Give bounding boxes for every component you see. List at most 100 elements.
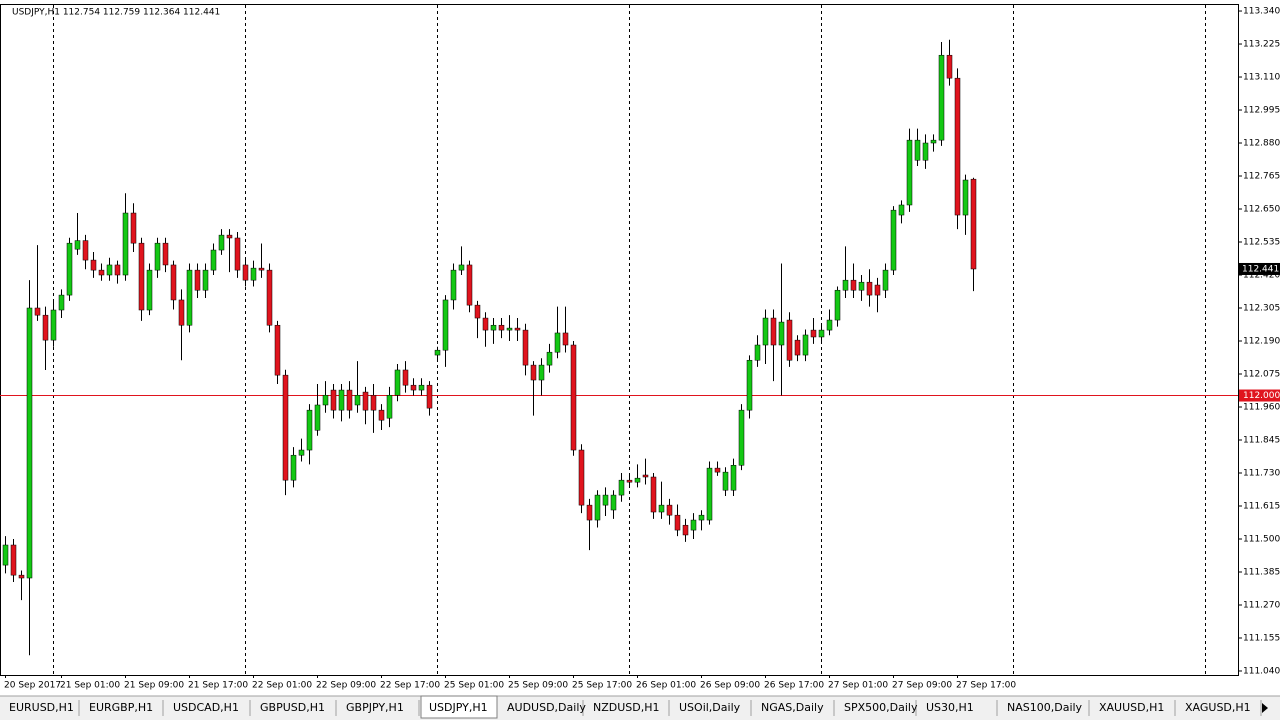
candle-body-up [306, 409, 313, 451]
candle-body-up [218, 234, 225, 251]
candle-body-down [138, 242, 145, 311]
candle-body-up [50, 309, 57, 341]
candle-body-down [42, 314, 49, 341]
y-tick-label: 111.845 [1243, 435, 1280, 445]
x-tick-label: 21 Sep 01:00 [60, 681, 120, 691]
candle-body-down [362, 391, 369, 411]
y-tick-label: 113.110 [1243, 73, 1280, 83]
candle-body-down [674, 514, 681, 531]
candle-body-up [418, 384, 425, 391]
candle-body-up [314, 404, 321, 431]
candle-body-down [18, 574, 25, 579]
candle-body-down [666, 504, 673, 516]
tab-label[interactable]: AUDUSD,Daily [507, 701, 586, 714]
candle-body-down [346, 389, 353, 411]
tab-label[interactable]: GBPUSD,H1 [260, 701, 325, 714]
candle-body-down [402, 369, 409, 386]
tab-label[interactable]: NAS100,Daily [1007, 701, 1083, 714]
candle-body-up [602, 494, 609, 506]
candle-body-up [834, 289, 841, 321]
tab-label[interactable]: NZDUSD,H1 [593, 701, 660, 714]
tab[interactable]: US30,H1 [926, 700, 998, 716]
tab-label[interactable]: US30,H1 [926, 701, 974, 714]
tab-label[interactable]: EURGBP,H1 [89, 701, 153, 714]
tab-label[interactable]: USDJPY,H1 [429, 701, 488, 714]
tab[interactable]: SPX500,Daily [844, 700, 918, 716]
tab-label[interactable]: NGAS,Daily [761, 701, 824, 714]
candle-body-down [378, 409, 385, 421]
tab[interactable]: USDCAD,H1 [173, 700, 251, 716]
candle-body-down [570, 344, 577, 451]
tab[interactable]: GBPUSD,H1 [260, 700, 337, 716]
candle-body-up [698, 514, 705, 521]
candle-body-down [578, 449, 585, 506]
candle-body-up [938, 54, 945, 141]
y-tick-label: 113.225 [1243, 40, 1280, 50]
x-tick-label: 26 Sep 01:00 [636, 681, 696, 691]
level-label: 112.000 [1243, 391, 1280, 401]
candle-body-down [282, 374, 289, 481]
tab[interactable]: GBPJPY,H1 [346, 700, 420, 716]
tab[interactable]: NAS100,Daily [1007, 700, 1090, 716]
candle-body-up [554, 332, 561, 353]
candle-body-up [186, 269, 193, 326]
y-tick-label: 112.190 [1243, 337, 1280, 347]
tab[interactable]: USDJPY,H1 [420, 695, 498, 719]
tab[interactable]: USOil,Daily [679, 700, 752, 716]
tab-label[interactable]: SPX500,Daily [844, 701, 918, 714]
candle-body-up [546, 351, 553, 366]
candle-body-up [210, 249, 217, 271]
candle-body-down [482, 317, 489, 331]
y-tick-label: 111.385 [1243, 567, 1280, 577]
tab[interactable]: XAGUSD,H1 [1185, 700, 1262, 716]
candle-body-down [874, 284, 881, 296]
candle-body-down [474, 304, 481, 319]
tab[interactable]: EURUSD,H1 [9, 700, 80, 716]
candle-body-up [106, 264, 113, 276]
candle-body-up [386, 394, 393, 419]
candle-body-up [122, 212, 129, 276]
candle-body-up [762, 317, 769, 346]
candle-body-up [930, 139, 937, 144]
candle-body-down [642, 474, 649, 478]
tab[interactable]: XAUUSD,H1 [1099, 700, 1176, 716]
tab[interactable]: EURGBP,H1 [89, 700, 164, 716]
candle-body-down [794, 339, 801, 356]
tab-label[interactable]: GBPJPY,H1 [346, 701, 404, 714]
candle-body-down [114, 264, 121, 276]
candle-body-up [746, 359, 753, 411]
tab[interactable]: AUDUSD,Daily [507, 700, 586, 716]
candle-body-down [866, 281, 873, 296]
candle-body-down [330, 389, 337, 411]
candle-body-up [450, 269, 457, 301]
tab[interactable]: NGAS,Daily [761, 700, 835, 716]
candle-body-down [266, 269, 273, 326]
candle-body-up [754, 344, 761, 361]
tab-label[interactable]: XAUUSD,H1 [1099, 701, 1164, 714]
x-tick-label: 22 Sep 01:00 [252, 681, 312, 691]
y-tick-label: 112.650 [1243, 205, 1280, 215]
tab-label[interactable]: XAGUSD,H1 [1185, 701, 1251, 714]
candle-body-down [226, 234, 233, 239]
candle-body-up [146, 269, 153, 311]
tab-scroll-arrow[interactable] [1262, 703, 1268, 713]
chart-header: USDJPY,H1 112.754 112.759 112.364 112.44… [12, 8, 220, 18]
candle-body-down [90, 259, 97, 271]
tab-label[interactable]: USDCAD,H1 [173, 701, 239, 714]
candle-body-down [850, 279, 857, 291]
plot-frame [0, 4, 1239, 676]
candle-body-up [898, 204, 905, 216]
candle-body-up [538, 364, 545, 381]
tab-label[interactable]: EURUSD,H1 [9, 701, 74, 714]
candle-body-up [778, 321, 785, 346]
tab-label[interactable]: USOil,Daily [679, 701, 741, 714]
candle-body-down [714, 467, 721, 473]
candle-body-up [882, 269, 889, 291]
candle-body-up [818, 329, 825, 338]
y-tick-label: 111.960 [1243, 403, 1280, 413]
candle-body-down [530, 364, 537, 381]
tab[interactable]: NZDUSD,H1 [593, 700, 670, 716]
y-tick-label: 112.420 [1243, 271, 1280, 281]
x-tick-label: 26 Sep 17:00 [764, 681, 824, 691]
